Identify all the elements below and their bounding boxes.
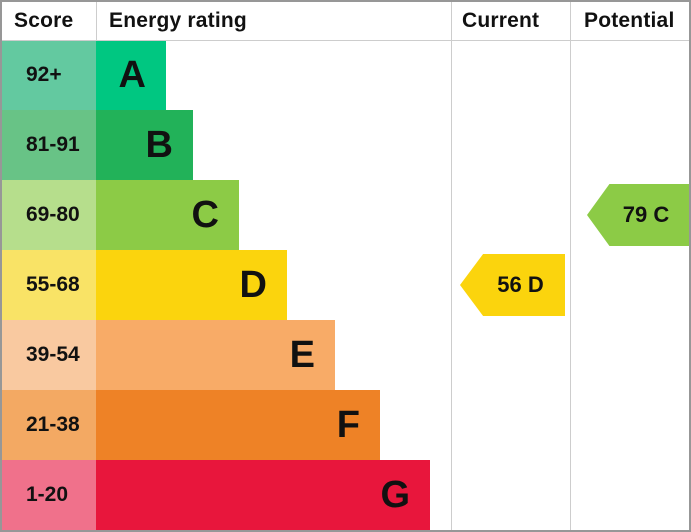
header-energy-rating: Energy rating <box>109 9 247 32</box>
rating-bar-g: G <box>96 460 430 530</box>
rating-bar-f: F <box>96 390 380 460</box>
current-column-divider <box>451 2 452 530</box>
band-letter-e: E <box>289 334 315 376</box>
band-letter-f: F <box>336 404 360 446</box>
potential-column-divider <box>570 2 571 530</box>
rating-bar-d: D <box>96 250 287 320</box>
band-row-g: 1-20 G <box>2 460 689 530</box>
current-rating-arrow: 56 D <box>460 254 565 316</box>
potential-rating-label: 79 C <box>622 202 670 227</box>
band-row-d: 55-68 D <box>2 250 689 320</box>
bands-area: 92+ A 81-91 B 69-80 C 55-68 D 39-54 E 21-38 F 1-20 G <box>2 40 689 530</box>
rating-bar-a: A <box>96 40 166 110</box>
score-range-e: 39-54 <box>2 320 96 390</box>
band-row-c: 69-80 C <box>2 180 689 250</box>
score-column-divider <box>96 2 97 40</box>
current-rating-label: 56 D <box>497 272 544 297</box>
band-row-e: 39-54 E <box>2 320 689 390</box>
header-score: Score <box>14 9 74 32</box>
score-range-f: 21-38 <box>2 390 96 460</box>
score-range-b: 81-91 <box>2 110 96 180</box>
rating-bar-b: B <box>96 110 193 180</box>
header-current: Current <box>462 9 540 32</box>
potential-rating-arrow: 79 C <box>587 184 689 246</box>
score-range-a: 92+ <box>2 40 96 110</box>
band-letter-a: A <box>118 54 146 96</box>
band-row-b: 81-91 B <box>2 110 689 180</box>
band-letter-d: D <box>239 264 267 306</box>
band-letter-g: G <box>380 474 410 516</box>
band-letter-b: B <box>145 124 173 166</box>
score-range-c: 69-80 <box>2 180 96 250</box>
band-letter-c: C <box>191 194 219 236</box>
rating-bar-c: C <box>96 180 239 250</box>
score-range-g: 1-20 <box>2 460 96 530</box>
band-row-a: 92+ A <box>2 40 689 110</box>
band-row-f: 21-38 F <box>2 390 689 460</box>
header-row: Score Energy rating Current Potential <box>2 2 689 40</box>
score-range-d: 55-68 <box>2 250 96 320</box>
header-divider-line <box>2 40 689 41</box>
rating-bar-e: E <box>96 320 335 390</box>
header-potential: Potential <box>584 9 675 32</box>
